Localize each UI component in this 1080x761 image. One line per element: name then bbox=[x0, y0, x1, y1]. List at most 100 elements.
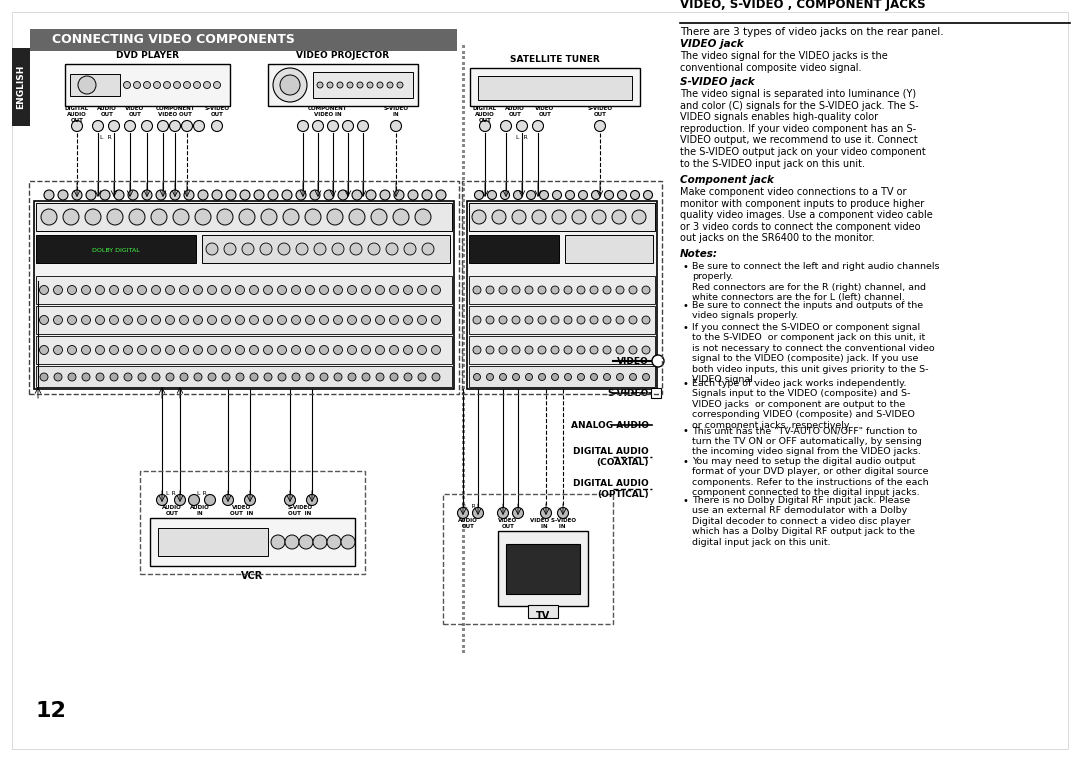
Text: VIDEO, S-VIDEO , COMPONENT JACKS: VIDEO, S-VIDEO , COMPONENT JACKS bbox=[680, 0, 926, 11]
Circle shape bbox=[578, 374, 584, 380]
Circle shape bbox=[616, 316, 624, 324]
Circle shape bbox=[376, 316, 384, 324]
Bar bbox=[462, 183, 464, 186]
Circle shape bbox=[260, 243, 272, 255]
Circle shape bbox=[603, 346, 611, 354]
Text: VIDEO S-VIDEO
IN      IN: VIDEO S-VIDEO IN IN bbox=[530, 518, 576, 529]
Text: •: • bbox=[681, 262, 688, 272]
Circle shape bbox=[189, 495, 200, 505]
Bar bbox=[462, 205, 464, 208]
Circle shape bbox=[153, 81, 161, 88]
Bar bbox=[462, 606, 464, 609]
Circle shape bbox=[367, 82, 373, 88]
Text: AUDIO
OUT: AUDIO OUT bbox=[162, 505, 181, 516]
Circle shape bbox=[538, 346, 546, 354]
Circle shape bbox=[254, 190, 264, 200]
Text: ANALOG AUDIO: ANALOG AUDIO bbox=[571, 421, 649, 429]
Circle shape bbox=[472, 210, 486, 224]
Bar bbox=[462, 425, 464, 428]
Circle shape bbox=[349, 209, 365, 225]
Circle shape bbox=[179, 316, 189, 324]
Circle shape bbox=[123, 285, 133, 295]
Text: VIDEO PROJECTOR: VIDEO PROJECTOR bbox=[296, 51, 390, 60]
Bar bbox=[29, 181, 459, 394]
Circle shape bbox=[207, 345, 216, 355]
Bar bbox=[462, 298, 464, 301]
Circle shape bbox=[390, 345, 399, 355]
Bar bbox=[462, 518, 464, 521]
Circle shape bbox=[376, 285, 384, 295]
Circle shape bbox=[390, 285, 399, 295]
Circle shape bbox=[235, 316, 244, 324]
Bar bbox=[158, 528, 268, 556]
Circle shape bbox=[473, 286, 481, 294]
Bar bbox=[462, 540, 464, 543]
Circle shape bbox=[109, 316, 119, 324]
Bar bbox=[462, 650, 464, 653]
Circle shape bbox=[418, 316, 427, 324]
Circle shape bbox=[242, 243, 254, 255]
Circle shape bbox=[404, 285, 413, 295]
Bar bbox=[36, 276, 453, 304]
Bar bbox=[462, 573, 464, 576]
Circle shape bbox=[538, 286, 546, 294]
Circle shape bbox=[306, 345, 314, 355]
Circle shape bbox=[124, 120, 135, 132]
Circle shape bbox=[129, 190, 138, 200]
Circle shape bbox=[551, 286, 559, 294]
Bar bbox=[462, 556, 464, 559]
Text: AUDIO
OUT: AUDIO OUT bbox=[505, 106, 525, 116]
Text: You may need to setup the digital audio output
format of your DVD player, or oth: You may need to setup the digital audio … bbox=[692, 457, 929, 497]
Text: •: • bbox=[681, 301, 688, 311]
Bar bbox=[36, 336, 453, 364]
Circle shape bbox=[644, 190, 652, 199]
Circle shape bbox=[577, 346, 585, 354]
Circle shape bbox=[292, 316, 300, 324]
Circle shape bbox=[525, 286, 534, 294]
Circle shape bbox=[566, 190, 575, 199]
Text: SATELLITE TUNER: SATELLITE TUNER bbox=[510, 55, 599, 64]
Circle shape bbox=[138, 373, 146, 381]
Bar bbox=[462, 485, 464, 488]
Circle shape bbox=[68, 373, 76, 381]
Circle shape bbox=[342, 120, 353, 132]
Circle shape bbox=[334, 345, 342, 355]
Circle shape bbox=[592, 190, 600, 199]
Circle shape bbox=[297, 120, 309, 132]
Bar bbox=[462, 62, 464, 65]
Text: DIGITAL AUDIO
(COAXIAL): DIGITAL AUDIO (COAXIAL) bbox=[573, 447, 649, 466]
Circle shape bbox=[278, 373, 286, 381]
Circle shape bbox=[226, 190, 237, 200]
Circle shape bbox=[173, 209, 189, 225]
Bar bbox=[268, 64, 418, 106]
Circle shape bbox=[603, 316, 611, 324]
Circle shape bbox=[327, 82, 333, 88]
Bar bbox=[462, 348, 464, 351]
Text: VIDEO jack: VIDEO jack bbox=[680, 39, 744, 49]
Circle shape bbox=[174, 81, 180, 88]
Circle shape bbox=[137, 285, 147, 295]
Circle shape bbox=[540, 508, 552, 518]
Bar bbox=[651, 388, 661, 398]
Circle shape bbox=[221, 316, 230, 324]
Circle shape bbox=[327, 209, 343, 225]
Text: COMPONENT
VIDEO IN: COMPONENT VIDEO IN bbox=[308, 106, 348, 116]
Circle shape bbox=[376, 345, 384, 355]
Bar bbox=[462, 215, 464, 218]
Bar bbox=[462, 546, 464, 549]
Circle shape bbox=[397, 82, 403, 88]
Bar bbox=[462, 358, 464, 361]
Circle shape bbox=[63, 209, 79, 225]
Circle shape bbox=[565, 374, 571, 380]
Circle shape bbox=[590, 316, 598, 324]
Circle shape bbox=[577, 286, 585, 294]
Circle shape bbox=[158, 120, 168, 132]
Circle shape bbox=[642, 316, 650, 324]
Circle shape bbox=[500, 120, 512, 132]
Bar bbox=[36, 235, 195, 263]
Circle shape bbox=[362, 285, 370, 295]
Circle shape bbox=[292, 373, 300, 381]
Circle shape bbox=[512, 286, 519, 294]
Bar bbox=[462, 128, 464, 130]
Bar bbox=[36, 306, 453, 334]
